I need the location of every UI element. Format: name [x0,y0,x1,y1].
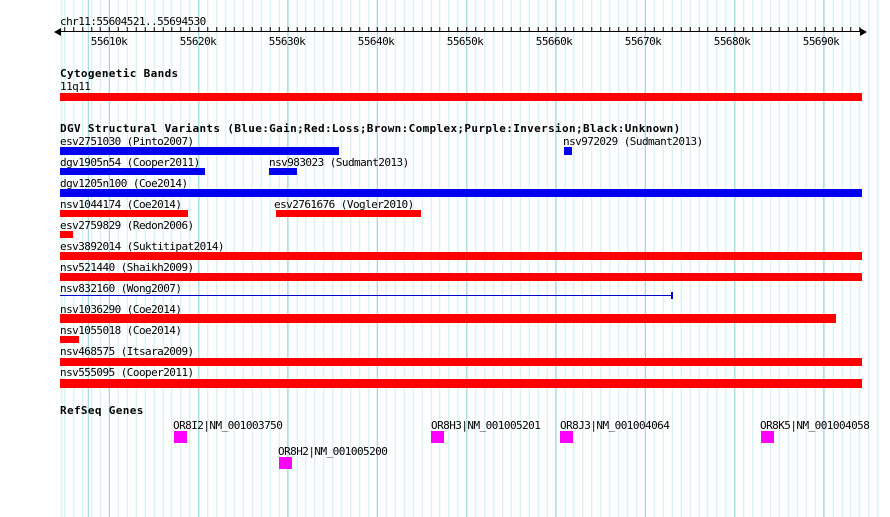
variant-bar-nsv972029[interactable] [564,147,572,155]
variant-bar-nsv1044174[interactable] [60,210,188,217]
variant-label-esv2759829[interactable]: esv2759829 (Redon2006) [60,219,194,232]
refseq-genes-title: RefSeq Genes [60,404,144,417]
dgv-track-title: DGV Structural Variants (Blue:Gain;Red:L… [60,122,681,135]
ruler-tick-label: 55670k [624,35,662,48]
gene-label-or8i2[interactable]: OR8I2|NM_001003750 [173,419,283,432]
gene-box-or8k5[interactable] [761,431,774,443]
cytoband-bar[interactable] [60,93,862,101]
ruler-tick-label: 55640k [357,35,395,48]
variant-line-end-tick-nsv832160 [671,292,673,299]
variant-line-nsv832160[interactable] [60,295,673,296]
variant-bar-nsv521440[interactable] [60,273,862,281]
ruler-left-arrow-icon [54,28,61,36]
gene-label-or8h2[interactable]: OR8H2|NM_001005200 [278,445,388,458]
variant-label-nsv832160[interactable]: nsv832160 (Wong2007) [60,282,182,295]
variant-label-esv3892014[interactable]: esv3892014 (Suktitipat2014) [60,240,225,253]
cytoband-label[interactable]: 11q11 [60,80,91,93]
variant-bar-esv2759829[interactable] [60,231,73,238]
variant-bar-dgv1205n100[interactable] [60,189,862,197]
variant-bar-dgv1905n54[interactable] [60,168,205,175]
variant-label-dgv1205n100[interactable]: dgv1205n100 (Coe2014) [60,177,188,190]
cytogenetic-bands-title: Cytogenetic Bands [60,67,179,80]
variant-bar-esv2761676[interactable] [276,210,421,217]
variant-label-nsv468575[interactable]: nsv468575 (Itsara2009) [60,345,194,358]
variant-label-nsv521440[interactable]: nsv521440 (Shaikh2009) [60,261,194,274]
variant-label-nsv1044174[interactable]: nsv1044174 (Coe2014) [60,198,182,211]
variant-label-nsv983023[interactable]: nsv983023 (Sudmant2013) [269,156,409,169]
variant-label-esv2751030[interactable]: esv2751030 (Pinto2007) [60,135,194,148]
gene-label-or8k5[interactable]: OR8K5|NM_001004058 [760,419,870,432]
gene-box-or8h3[interactable] [431,431,444,443]
variant-label-nsv1036290[interactable]: nsv1036290 (Coe2014) [60,303,182,316]
ruler-tick-label: 55660k [535,35,573,48]
ruler-tick-label: 55690k [802,35,840,48]
variant-bar-esv3892014[interactable] [60,252,862,260]
gene-box-or8h2[interactable] [279,457,292,469]
variant-label-nsv1055018[interactable]: nsv1055018 (Coe2014) [60,324,182,337]
gene-box-or8i2[interactable] [174,431,187,443]
ruler-tick-label: 55610k [90,35,128,48]
region-coordinates: chr11:55604521..55694530 [60,15,206,28]
variant-bar-nsv555095[interactable] [60,379,862,388]
variant-bar-esv2751030[interactable] [60,147,339,155]
variant-bar-nsv468575[interactable] [60,358,862,366]
ruler-tick-label: 55680k [713,35,751,48]
gene-label-or8j3[interactable]: OR8J3|NM_001004064 [560,419,670,432]
ruler-tick-label: 55620k [179,35,217,48]
variant-bar-nsv1036290[interactable] [60,314,836,323]
ruler-tick-label: 55630k [268,35,306,48]
gene-label-or8h3[interactable]: OR8H3|NM_001005201 [431,419,541,432]
variant-label-nsv555095[interactable]: nsv555095 (Cooper2011) [60,366,194,379]
variant-label-dgv1905n54[interactable]: dgv1905n54 (Cooper2011) [60,156,200,169]
ruler-right-arrow-icon [860,28,867,36]
variant-label-esv2761676[interactable]: esv2761676 (Vogler2010) [274,198,414,211]
gene-box-or8j3[interactable] [560,431,573,443]
variant-label-nsv972029[interactable]: nsv972029 (Sudmant2013) [563,135,703,148]
ruler-tick-label: 55650k [446,35,484,48]
variant-bar-nsv983023[interactable] [269,168,297,175]
variant-bar-nsv1055018[interactable] [60,336,79,343]
ruler-tick-marks [60,27,861,32]
